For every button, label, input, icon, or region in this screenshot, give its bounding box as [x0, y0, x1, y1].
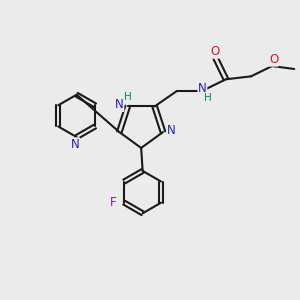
Text: N: N — [167, 124, 176, 137]
Text: O: O — [210, 45, 220, 58]
Text: H: H — [124, 92, 132, 102]
Text: N: N — [115, 98, 124, 111]
Text: N: N — [198, 82, 207, 94]
Text: F: F — [110, 196, 116, 209]
Text: O: O — [269, 53, 278, 66]
Text: H: H — [204, 93, 212, 103]
Text: N: N — [71, 138, 80, 151]
